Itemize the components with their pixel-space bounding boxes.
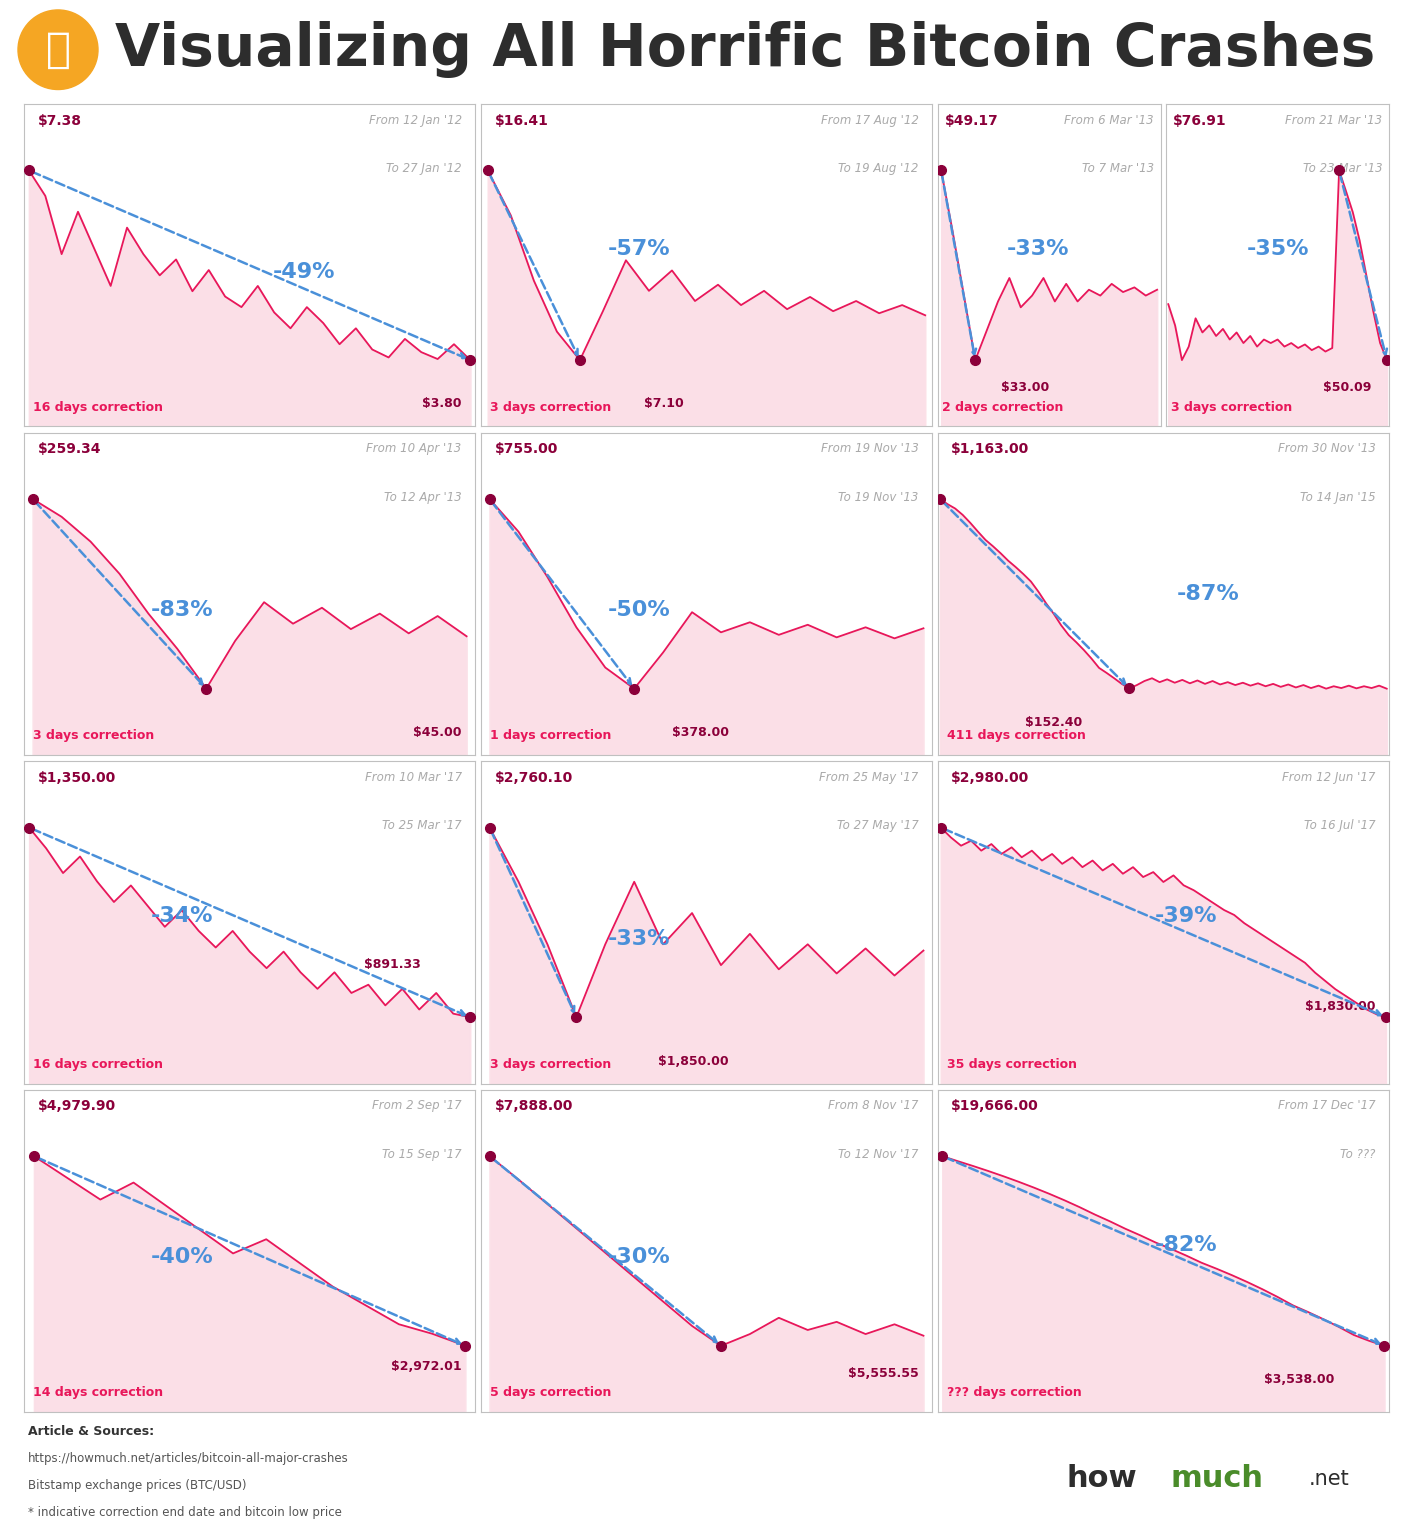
Text: From 17 Dec '17: From 17 Dec '17 (1277, 1100, 1375, 1112)
Text: From 30 Nov '13: From 30 Nov '13 (1277, 442, 1375, 456)
Text: -57%: -57% (608, 239, 670, 259)
Text: -34%: -34% (151, 906, 213, 926)
Circle shape (18, 9, 97, 89)
Text: $45.00: $45.00 (413, 725, 462, 739)
Text: 3 days correction: 3 days correction (490, 1057, 612, 1071)
Text: To 7 Mar '13: To 7 Mar '13 (1082, 162, 1154, 174)
Text: To 27 Jan '12: To 27 Jan '12 (386, 162, 462, 174)
Text: $3,538.00: $3,538.00 (1265, 1374, 1335, 1386)
Text: https://howmuch.net/articles/bitcoin-all-major-crashes: https://howmuch.net/articles/bitcoin-all… (28, 1452, 349, 1464)
Text: $2,980.00: $2,980.00 (951, 771, 1030, 785)
Text: To 23 Mar '13: To 23 Mar '13 (1303, 162, 1382, 174)
Text: -82%: -82% (1154, 1235, 1217, 1255)
Text: $1,850.00: $1,850.00 (658, 1054, 729, 1068)
Text: 3 days correction: 3 days correction (32, 730, 154, 742)
Text: $1,163.00: $1,163.00 (951, 442, 1030, 456)
Text: To 14 Jan '15: To 14 Jan '15 (1300, 491, 1375, 503)
Text: $2,972.01: $2,972.01 (391, 1360, 462, 1374)
Text: 3 days correction: 3 days correction (490, 401, 612, 413)
Text: To ???: To ??? (1340, 1148, 1375, 1161)
Text: $4,979.90: $4,979.90 (38, 1100, 116, 1114)
Text: $7.10: $7.10 (644, 398, 684, 410)
Text: 3 days correction: 3 days correction (1170, 401, 1291, 413)
Text: $76.91: $76.91 (1173, 113, 1226, 127)
Text: $755.00: $755.00 (495, 442, 558, 456)
Text: -50%: -50% (608, 600, 670, 620)
Text: 14 days correction: 14 days correction (32, 1386, 162, 1400)
Text: To 15 Sep '17: To 15 Sep '17 (382, 1148, 462, 1161)
Text: $378.00: $378.00 (673, 725, 729, 739)
Text: $3.80: $3.80 (422, 398, 462, 410)
Text: $33.00: $33.00 (1000, 381, 1048, 395)
Text: From 2 Sep '17: From 2 Sep '17 (372, 1100, 462, 1112)
Text: To 25 Mar '17: To 25 Mar '17 (382, 819, 462, 832)
Text: -33%: -33% (1007, 239, 1070, 259)
Text: $1,830.00: $1,830.00 (1306, 999, 1375, 1013)
Text: $1,350.00: $1,350.00 (38, 771, 116, 785)
Text: 5 days correction: 5 days correction (490, 1386, 612, 1400)
Text: -83%: -83% (151, 600, 213, 620)
Text: -30%: -30% (608, 1247, 670, 1267)
Text: From 25 May '17: From 25 May '17 (820, 771, 918, 783)
Text: -35%: -35% (1246, 239, 1308, 259)
Text: $891.33: $891.33 (365, 958, 421, 970)
Text: -49%: -49% (273, 262, 335, 282)
Text: * indicative correction end date and bitcoin low price: * indicative correction end date and bit… (28, 1506, 342, 1518)
Text: -33%: -33% (608, 929, 670, 949)
Text: From 12 Jun '17: From 12 Jun '17 (1282, 771, 1375, 783)
Text: $259.34: $259.34 (38, 442, 102, 456)
Text: 411 days correction: 411 days correction (947, 730, 1085, 742)
Text: -40%: -40% (151, 1247, 213, 1267)
Text: From 8 Nov '17: From 8 Nov '17 (828, 1100, 918, 1112)
Text: 16 days correction: 16 days correction (32, 1057, 162, 1071)
Text: 2 days correction: 2 days correction (942, 401, 1064, 413)
Text: 16 days correction: 16 days correction (32, 401, 162, 413)
Text: From 10 Apr '13: From 10 Apr '13 (366, 442, 462, 456)
Text: From 12 Jan '12: From 12 Jan '12 (369, 113, 462, 127)
Text: -39%: -39% (1154, 906, 1217, 926)
Text: $49.17: $49.17 (944, 113, 998, 127)
Text: To 12 Nov '17: To 12 Nov '17 (838, 1148, 918, 1161)
Text: To 27 May '17: To 27 May '17 (836, 819, 918, 832)
Text: $152.40: $152.40 (1024, 716, 1082, 730)
Text: $50.09: $50.09 (1323, 381, 1371, 395)
Text: Article & Sources:: Article & Sources: (28, 1426, 154, 1438)
Text: From 19 Nov '13: From 19 Nov '13 (821, 442, 918, 456)
Text: $7,888.00: $7,888.00 (495, 1100, 572, 1114)
Text: Visualizing All Horrific Bitcoin Crashes: Visualizing All Horrific Bitcoin Crashes (114, 21, 1375, 78)
Text: To 19 Aug '12: To 19 Aug '12 (838, 162, 918, 174)
Text: $5,555.55: $5,555.55 (848, 1366, 918, 1380)
Text: From 21 Mar '13: From 21 Mar '13 (1286, 113, 1382, 127)
Text: 1 days correction: 1 days correction (490, 730, 612, 742)
Text: From 17 Aug '12: From 17 Aug '12 (821, 113, 918, 127)
Text: ??? days correction: ??? days correction (947, 1386, 1081, 1400)
Text: ₿: ₿ (45, 29, 71, 70)
Text: $2,760.10: $2,760.10 (495, 771, 572, 785)
Text: .net: .net (1308, 1469, 1349, 1489)
Text: $19,666.00: $19,666.00 (951, 1100, 1039, 1114)
Text: From 10 Mar '17: From 10 Mar '17 (365, 771, 462, 783)
Text: 35 days correction: 35 days correction (947, 1057, 1077, 1071)
Text: how: how (1067, 1464, 1137, 1493)
Text: $16.41: $16.41 (495, 113, 548, 127)
Text: To 19 Nov '13: To 19 Nov '13 (838, 491, 918, 503)
Text: much: much (1170, 1464, 1263, 1493)
Text: To 12 Apr '13: To 12 Apr '13 (384, 491, 462, 503)
Text: $7.38: $7.38 (38, 113, 82, 127)
Text: From 6 Mar '13: From 6 Mar '13 (1064, 113, 1154, 127)
Text: To 16 Jul '17: To 16 Jul '17 (1304, 819, 1375, 832)
Text: Bitstamp exchange prices (BTC/USD): Bitstamp exchange prices (BTC/USD) (28, 1478, 246, 1492)
Text: -87%: -87% (1177, 584, 1239, 604)
